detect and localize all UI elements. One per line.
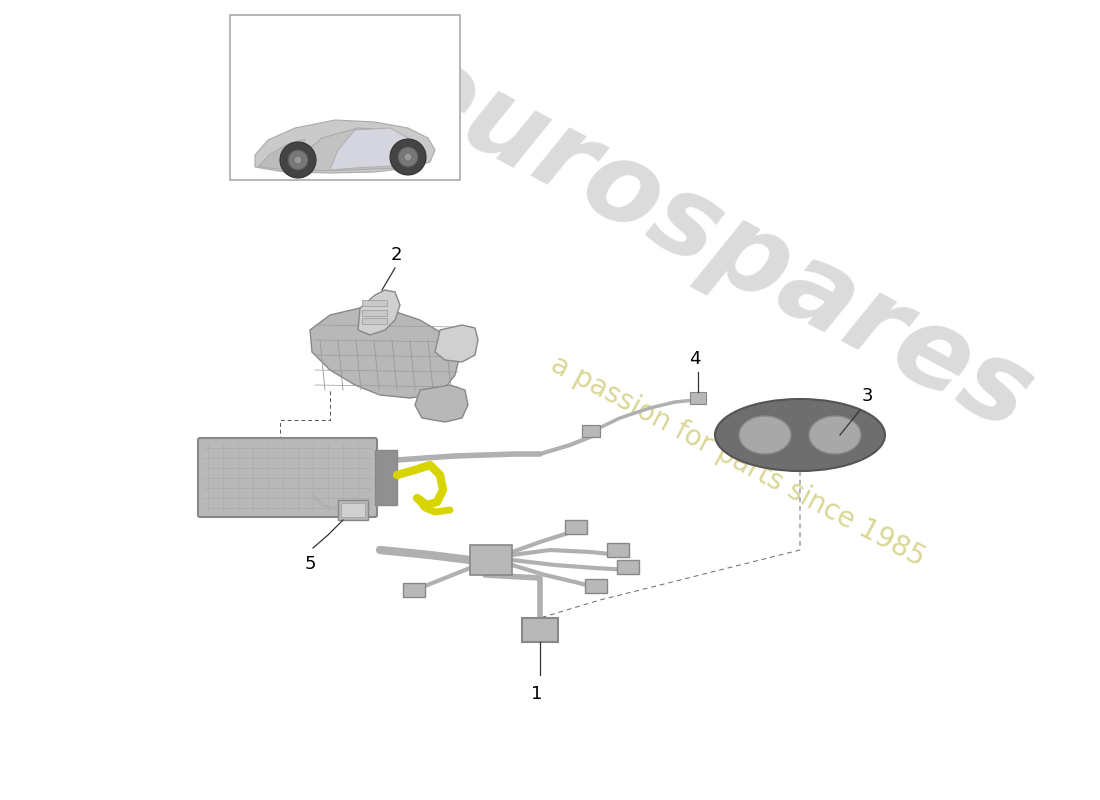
Bar xyxy=(362,310,387,316)
Circle shape xyxy=(398,147,418,167)
Text: eurospares: eurospares xyxy=(379,30,1050,454)
FancyBboxPatch shape xyxy=(198,438,377,517)
Circle shape xyxy=(294,156,302,164)
Bar xyxy=(522,618,558,642)
Bar xyxy=(403,583,425,597)
Bar xyxy=(341,503,365,517)
Circle shape xyxy=(390,139,426,175)
Bar xyxy=(470,545,512,575)
Polygon shape xyxy=(0,0,1043,225)
Text: 4: 4 xyxy=(690,350,701,368)
Text: a passion for parts since 1985: a passion for parts since 1985 xyxy=(547,350,930,572)
Bar xyxy=(607,543,629,557)
Ellipse shape xyxy=(739,416,791,454)
Bar xyxy=(617,560,639,574)
Polygon shape xyxy=(330,128,422,170)
Polygon shape xyxy=(255,120,434,173)
Polygon shape xyxy=(434,325,478,362)
Polygon shape xyxy=(290,128,425,172)
Bar xyxy=(338,500,368,520)
Text: 3: 3 xyxy=(862,387,873,405)
Text: 5: 5 xyxy=(305,555,316,573)
Polygon shape xyxy=(415,385,468,422)
Polygon shape xyxy=(258,139,305,170)
Polygon shape xyxy=(310,308,460,398)
Circle shape xyxy=(404,153,412,161)
Circle shape xyxy=(288,150,308,170)
Text: 2: 2 xyxy=(390,246,402,264)
Text: 1: 1 xyxy=(531,685,542,703)
Bar xyxy=(362,318,387,324)
Bar xyxy=(375,450,397,505)
Bar xyxy=(582,425,600,437)
Bar xyxy=(585,579,607,593)
Bar xyxy=(565,520,587,534)
Bar xyxy=(362,300,387,306)
Bar xyxy=(690,392,706,404)
Polygon shape xyxy=(358,290,400,335)
Circle shape xyxy=(280,142,316,178)
Ellipse shape xyxy=(715,399,886,471)
Ellipse shape xyxy=(808,416,861,454)
Bar xyxy=(230,15,460,180)
